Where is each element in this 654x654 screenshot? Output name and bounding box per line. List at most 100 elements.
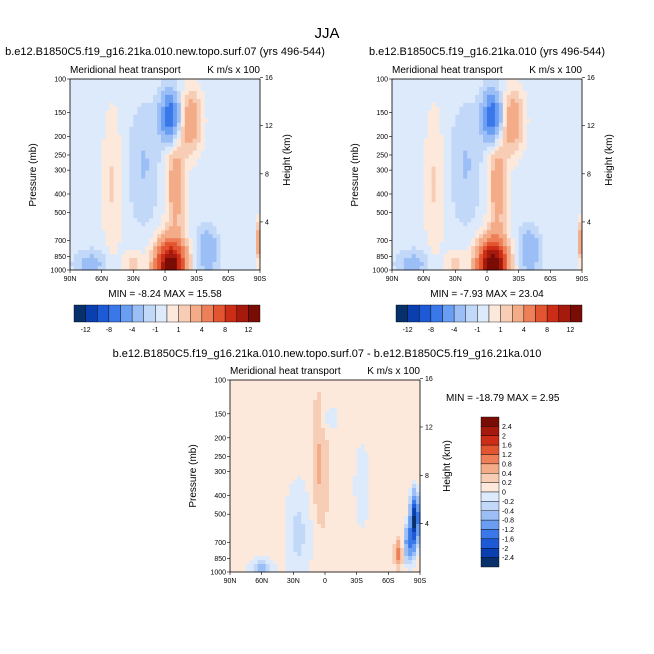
panel-2-cell [435,230,440,235]
panel-1-cell [192,146,198,152]
panel-2-cell [574,262,579,267]
panel-1-cell [97,206,103,211]
panel-2-cell [570,98,575,104]
panel-1-cell [113,138,118,144]
panel-1-cell [208,202,213,207]
panel-2-cell [506,118,512,124]
panel-2-cell [530,198,535,203]
panel-2-cell [566,142,571,148]
panel-2-cell [419,90,425,96]
panel-1-cell [212,226,217,231]
panel-2-cell [395,126,401,132]
panel-1-cell [172,142,178,148]
panel-2-cell [522,218,528,223]
panel-2-cell [550,130,555,136]
panel-1-cell [141,230,146,235]
panel-1-cell [70,186,75,191]
panel-diff-cell [412,380,417,385]
panel-1-cell [208,146,213,152]
panel-2-cell [423,134,429,140]
panel-diff-cell [317,388,322,393]
panel-2-cell [518,190,524,195]
panel-2-cell [447,182,452,187]
panel-1-cell [188,126,194,132]
panel-1-cell [224,174,229,179]
panel-1-cell [248,238,253,243]
panel-1-cell [133,222,138,227]
panel-1-cell [236,142,241,148]
panel-1-cell [85,94,91,100]
panel-2-cell [542,182,547,187]
panel-1-cell [224,110,229,116]
panel-2-xtick-label: 60S [544,276,557,283]
panel-2-cell [403,158,409,164]
panel-1-cell [113,258,118,263]
panel-diff-cell [332,396,338,401]
panel-1-cell [236,210,241,215]
panel-1-cell [172,210,178,215]
panel-1-cell [121,102,126,108]
panel-2-cell [407,218,413,223]
panel-1-cell [97,190,103,195]
panel-2-cell [526,230,532,235]
panel-1-cell [256,138,261,144]
panel-2-cell [427,182,433,187]
panel-1-cell [117,102,122,108]
panel-2-cell [538,102,543,108]
panel-1-cell [204,130,210,136]
panel-2-cell [518,210,524,215]
panel-1-cell [236,86,241,92]
panel-2-cell [510,166,516,172]
panel-1-cell [188,218,194,223]
panel-2-cell [451,170,456,175]
panel-2-cell [403,146,409,152]
panel-2-cell [411,186,417,191]
panel-2-cell [399,158,405,164]
panel-1-cell [89,194,95,199]
panel-2-cell [411,102,417,108]
panel-2-cell [479,98,484,104]
panel-diff-cell [281,396,286,401]
panel-1-colorbar-swatch [213,304,226,323]
panel-diff-cell [293,388,298,393]
panel-1-cell [196,106,202,112]
panel-1-cell [133,114,138,120]
panel-2-cell [392,258,397,263]
panel-1-cell [77,162,83,168]
panel-2-cell [451,86,456,92]
panel-1-cell [105,170,111,175]
panel-1-cell [165,86,170,92]
panel-2-cell [403,222,409,227]
panel-1-cell [180,126,186,132]
panel-1-cell [129,118,134,124]
panel-diff-cell [352,396,358,401]
panel-2-cell [490,174,496,179]
panel-2-cell [506,138,512,144]
panel-2-cell [479,122,484,128]
panel-2-cell [498,130,504,136]
panel-2-cell [498,182,504,187]
panel-diff-cell [293,380,298,385]
panel-2-cell [514,190,520,195]
panel-2-cell [467,266,472,271]
panel-2-cell [463,258,468,263]
panel-1-cell [252,86,257,92]
panel-1-cell [252,79,257,84]
panel-2-cell [518,146,524,152]
panel-2-cell [518,118,524,124]
panel-2-cell [538,194,543,199]
panel-1-cell [129,226,134,231]
panel-2-cell [459,158,464,164]
panel-1-cell [184,98,190,104]
panel-1-cell [125,186,130,191]
panel-1-cell [240,206,245,211]
panel-1-cell [252,162,257,168]
panel-2-cell [415,202,421,207]
panel-1-cell [228,214,233,219]
panel-1-cell [216,190,221,195]
panel-1-cell [109,106,115,112]
panel-1-cell [220,230,225,235]
panel-2-cell [427,118,433,124]
panel-2-cell [467,174,472,179]
panel-1-cell [121,158,126,164]
